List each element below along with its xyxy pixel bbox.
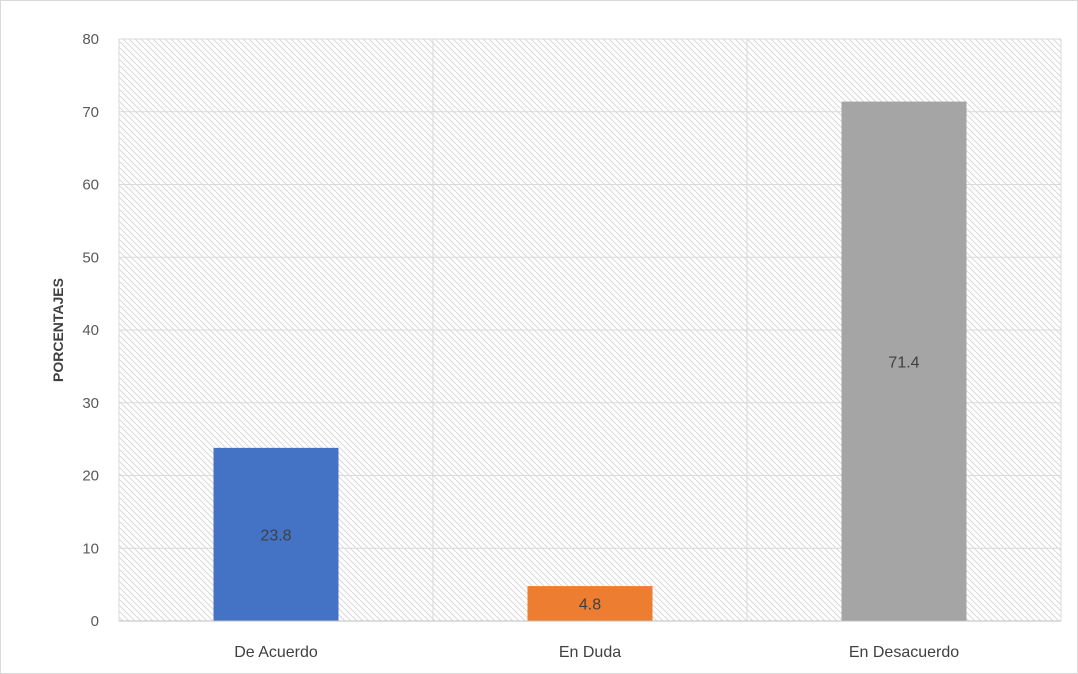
y-tick-label: 10	[82, 540, 99, 557]
bar-data-label: 71.4	[888, 354, 919, 371]
x-category-label: En Duda	[559, 644, 621, 661]
bars: 23.8 4.8 71.4	[213, 101, 967, 621]
y-tick-label: 80	[82, 31, 99, 48]
y-axis-title: PORCENTAJES	[50, 278, 66, 382]
y-tick-label: 30	[82, 395, 99, 412]
bar-data-label: 23.8	[260, 527, 291, 544]
y-tick-label: 20	[82, 468, 99, 485]
y-axis-tick-labels: 0 10 20 30 40 50 60 70 80	[82, 31, 99, 630]
x-axis-category-labels: De Acuerdo En Duda En Desacuerdo	[234, 644, 959, 661]
bar	[841, 101, 967, 621]
x-category-label: De Acuerdo	[234, 644, 318, 661]
bar-data-label: 4.8	[579, 597, 601, 614]
x-category-label: En Desacuerdo	[849, 644, 959, 661]
y-tick-label: 40	[82, 322, 99, 339]
y-tick-label: 0	[91, 613, 99, 630]
bar	[213, 447, 339, 621]
y-tick-label: 50	[82, 249, 99, 266]
y-tick-label: 70	[82, 104, 99, 121]
gridlines	[118, 38, 1062, 621]
y-tick-label: 60	[82, 177, 99, 194]
bar	[527, 586, 653, 621]
